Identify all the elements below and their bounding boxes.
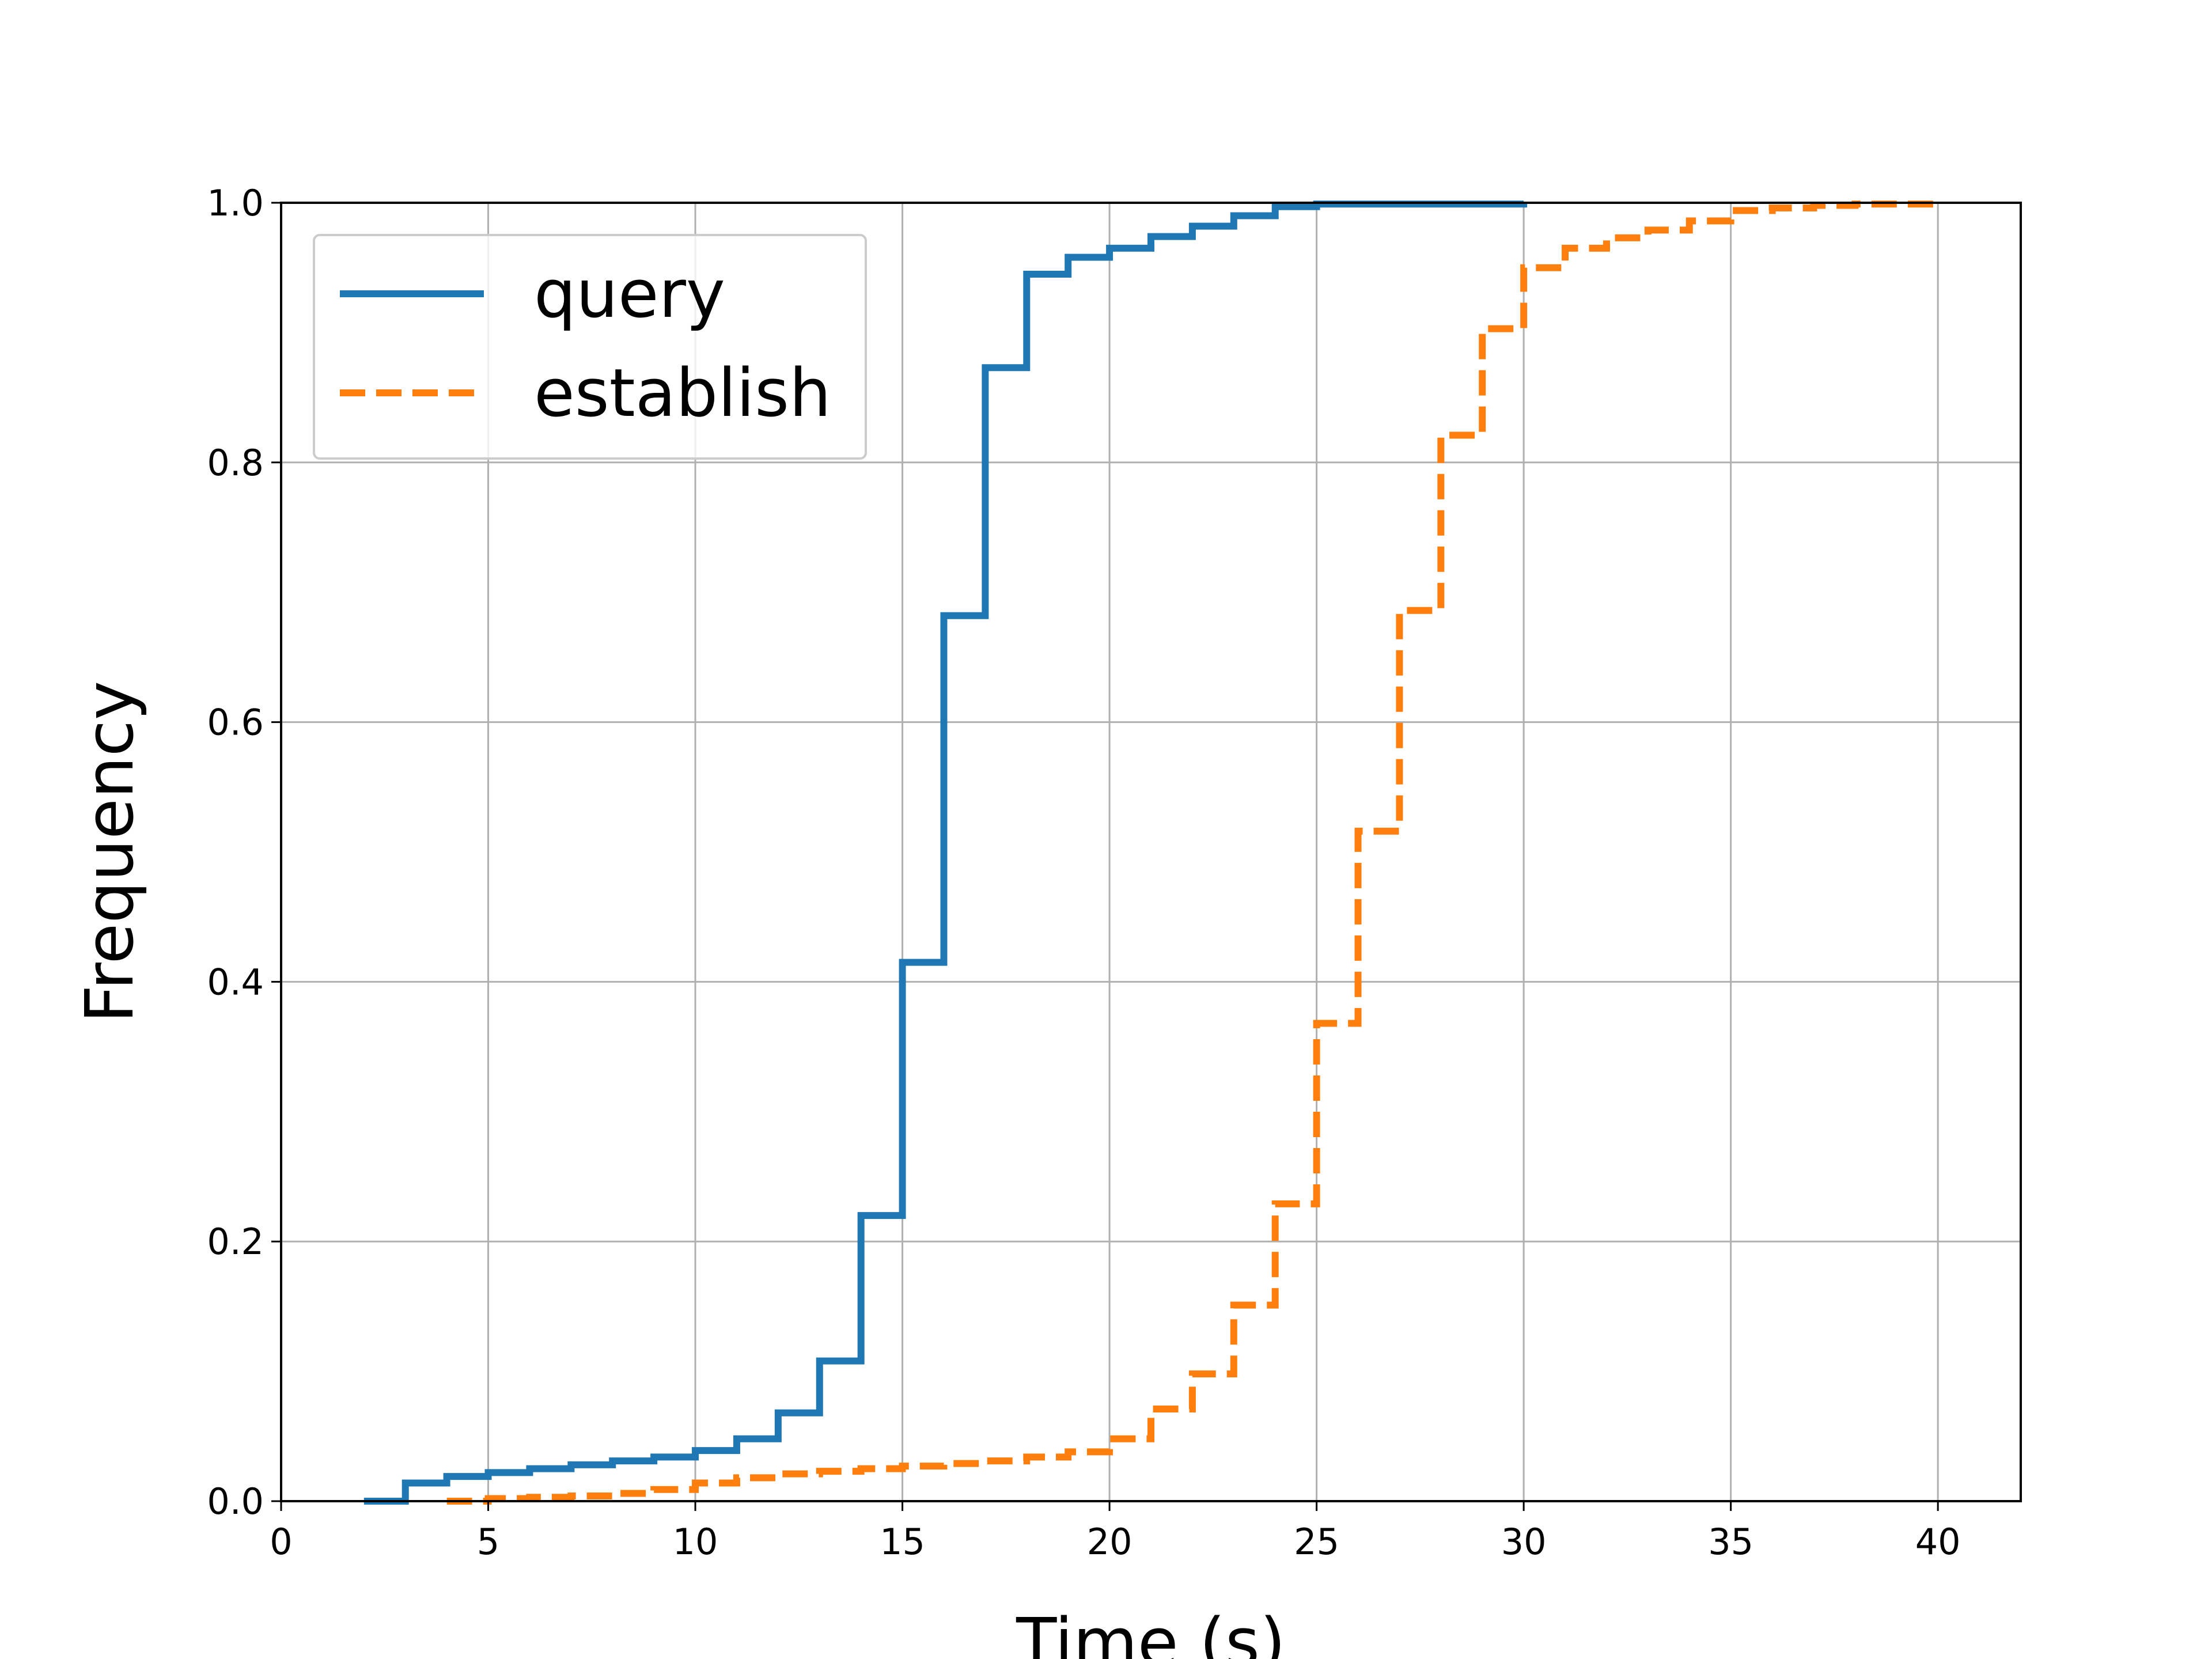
y-tick-label: 0.2 <box>207 1221 264 1263</box>
x-tick-label: 10 <box>673 1521 718 1563</box>
legend-label-establish: establish <box>534 355 831 432</box>
x-tick-label: 5 <box>477 1521 499 1563</box>
plot-frame <box>280 202 2022 1502</box>
y-tick-label: 1.0 <box>207 182 264 224</box>
series-layer <box>363 200 1942 1505</box>
grid-lines <box>280 202 2021 1502</box>
x-tick-label: 35 <box>1708 1521 1753 1563</box>
legend-label-query: query <box>534 256 725 333</box>
legend: query establish <box>313 234 867 460</box>
x-tick-label: 20 <box>1087 1521 1132 1563</box>
y-tick-label: 0.6 <box>207 702 264 744</box>
y-tick-label: 0.0 <box>207 1480 264 1522</box>
x-tick-label: 25 <box>1294 1521 1339 1563</box>
x-tick-label: 40 <box>1915 1521 1961 1563</box>
y-tick-label: 0.4 <box>207 961 264 1003</box>
x-tick-label: 30 <box>1501 1521 1547 1563</box>
y-tick-label: 0.8 <box>207 442 264 484</box>
tick-layer: 0 5 10 15 20 25 30 35 40 0.0 0.2 0.4 0.6 0.8 1.0 <box>207 182 1960 1563</box>
series-line-query <box>363 200 1528 1505</box>
y-axis-title: Frequency <box>71 681 149 1023</box>
x-tick-label: 15 <box>880 1521 925 1563</box>
series-line-establish <box>446 200 1942 1505</box>
x-axis-title: Time (s) <box>1016 1604 1286 1659</box>
x-tick-label: 0 <box>270 1521 292 1563</box>
